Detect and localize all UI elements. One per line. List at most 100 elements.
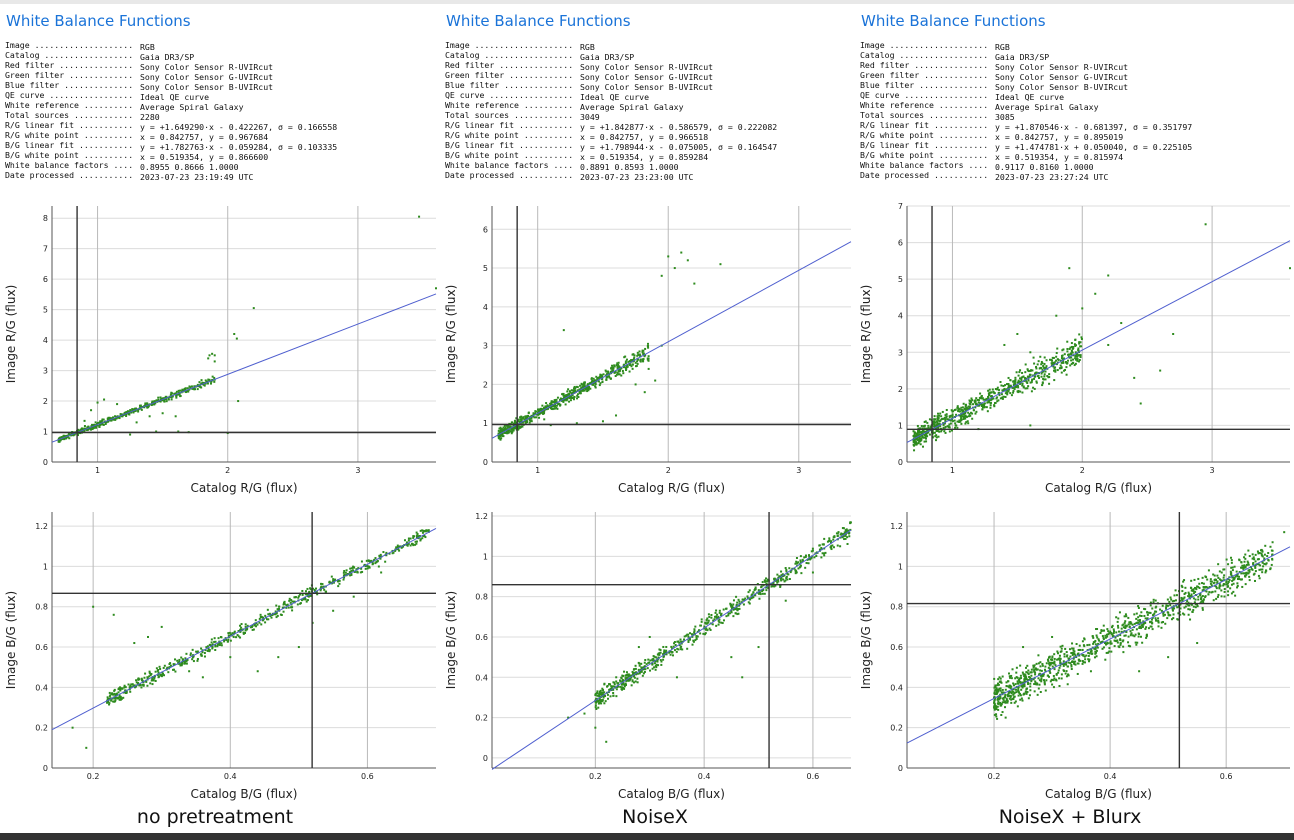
data-point: [1112, 631, 1115, 634]
data-point: [780, 579, 783, 582]
data-point: [576, 386, 579, 389]
data-point: [1227, 580, 1230, 583]
data-point: [618, 370, 621, 373]
data-point: [1039, 665, 1042, 668]
data-point: [642, 666, 645, 669]
data-point: [1150, 618, 1153, 621]
data-point: [306, 593, 309, 596]
data-point: [151, 402, 154, 405]
data-point: [360, 560, 363, 563]
data-point: [671, 654, 674, 657]
data-point: [633, 676, 636, 679]
y-axis-label: Image R/G (flux): [444, 285, 458, 384]
data-point: [1009, 687, 1012, 690]
data-point: [794, 572, 797, 575]
data-point: [821, 552, 824, 555]
data-point: [933, 421, 936, 424]
data-point: [245, 628, 248, 631]
data-point: [631, 367, 634, 370]
data-point: [642, 360, 645, 363]
data-point: [742, 598, 745, 601]
data-point: [748, 598, 751, 601]
data-point: [594, 381, 597, 384]
x-tick-label: 3: [1210, 466, 1215, 475]
info-key: White reference ..........: [5, 100, 134, 110]
data-point: [683, 638, 686, 641]
data-point: [708, 615, 711, 618]
data-point: [783, 574, 786, 577]
data-point: [109, 417, 112, 420]
data-point: [1227, 563, 1230, 566]
data-point: [1117, 626, 1120, 629]
data-point: [1079, 341, 1082, 344]
data-point: [1016, 676, 1019, 679]
data-point: [376, 560, 379, 563]
data-point: [973, 401, 976, 404]
data-point: [654, 379, 657, 382]
data-point: [1008, 685, 1011, 688]
data-point: [1014, 683, 1017, 686]
data-point: [619, 680, 622, 683]
data-point: [237, 635, 240, 638]
data-point: [695, 636, 698, 639]
data-point: [1059, 645, 1062, 648]
data-point: [545, 408, 548, 411]
data-point: [188, 670, 191, 673]
data-point: [98, 423, 101, 426]
data-point: [715, 616, 718, 619]
data-point: [999, 703, 1002, 706]
data-point: [1118, 611, 1121, 614]
data-point: [687, 639, 690, 642]
data-point: [971, 417, 974, 420]
data-point: [1101, 640, 1104, 643]
data-point: [640, 670, 643, 673]
data-point: [1086, 644, 1089, 647]
data-point: [1059, 367, 1062, 370]
info-row: B/G white point .......... x = 0.519354, …: [860, 150, 1192, 162]
data-point: [931, 420, 934, 423]
data-point: [1118, 630, 1121, 633]
data-point: [242, 632, 245, 635]
data-point: [576, 389, 579, 392]
data-point: [625, 679, 628, 682]
data-point: [922, 436, 925, 439]
data-point: [968, 405, 971, 408]
data-point: [939, 419, 942, 422]
data-point: [228, 631, 231, 634]
data-point: [1219, 579, 1222, 582]
data-point: [1006, 693, 1009, 696]
data-point: [644, 347, 647, 350]
data-point: [968, 407, 971, 410]
data-point: [1054, 678, 1057, 681]
data-point: [1018, 371, 1021, 374]
data-point: [126, 410, 129, 413]
data-point: [1167, 611, 1170, 614]
data-point: [1248, 555, 1251, 558]
data-point: [1183, 593, 1186, 596]
data-point: [1096, 646, 1099, 649]
data-point: [673, 641, 676, 644]
data-point: [923, 420, 926, 423]
data-point: [599, 699, 602, 702]
data-point: [1152, 601, 1155, 604]
data-point: [630, 676, 633, 679]
data-point: [1233, 576, 1236, 579]
data-point: [207, 647, 210, 650]
data-point: [1060, 650, 1063, 653]
data-point: [646, 342, 649, 345]
data-point: [1123, 634, 1126, 637]
data-point: [1043, 680, 1046, 683]
data-point: [524, 419, 527, 422]
data-point: [995, 687, 998, 690]
data-point: [612, 685, 615, 688]
data-point: [1149, 611, 1152, 614]
data-point: [782, 578, 785, 581]
data-point: [123, 686, 126, 689]
data-point: [996, 684, 999, 687]
data-point: [1140, 611, 1143, 614]
data-point: [655, 666, 658, 669]
data-point: [118, 696, 121, 699]
data-point: [191, 656, 194, 659]
data-point: [1042, 673, 1045, 676]
data-point: [1030, 680, 1033, 683]
